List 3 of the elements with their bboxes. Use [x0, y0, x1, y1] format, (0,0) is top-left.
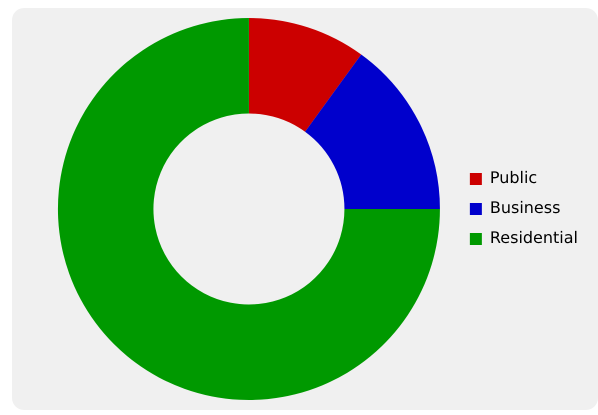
legend-label: Residential	[490, 228, 578, 248]
legend-label: Public	[490, 168, 538, 188]
legend-label: Business	[490, 198, 560, 218]
